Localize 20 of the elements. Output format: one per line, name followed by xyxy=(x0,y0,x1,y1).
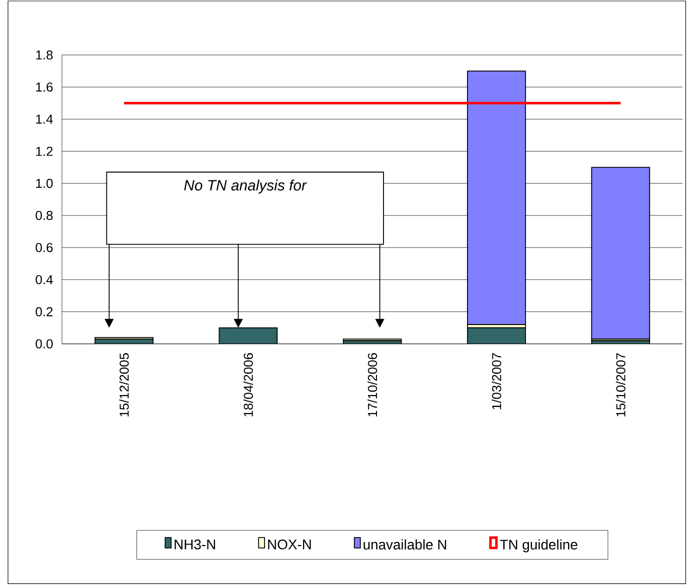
y-tick-label: 1.0 xyxy=(36,178,53,188)
legend-label: NOX-N xyxy=(268,540,311,550)
y-tick-label: 0.4 xyxy=(36,275,53,284)
legend-label: TN guideline xyxy=(500,539,578,552)
x-tick-label: 1/03/2007 xyxy=(492,353,502,410)
y-tick-label: 1.4 xyxy=(36,114,53,124)
y-tick-label: 1.6 xyxy=(36,82,53,92)
y-tick-label: 0.8 xyxy=(36,210,53,220)
legend-label: unavailable N xyxy=(364,539,446,550)
y-tick-label: 0.2 xyxy=(36,307,53,316)
y-tick-label: 1.2 xyxy=(36,146,53,156)
annotation: No TN analysis for xyxy=(184,180,307,194)
y-tick-label: 0.0 xyxy=(36,339,53,349)
x-tick-label: 18/04/2006 xyxy=(243,353,253,417)
legend-label: NH3-N xyxy=(174,540,216,550)
y-tick-label: 0.6 xyxy=(36,243,53,252)
x-tick-label: 15/10/2007 xyxy=(616,353,626,417)
y-tick-label: 1.8 xyxy=(36,50,53,60)
x-tick-label: 17/10/2006 xyxy=(368,353,378,417)
x-tick-label: 15/12/2005 xyxy=(119,353,129,417)
